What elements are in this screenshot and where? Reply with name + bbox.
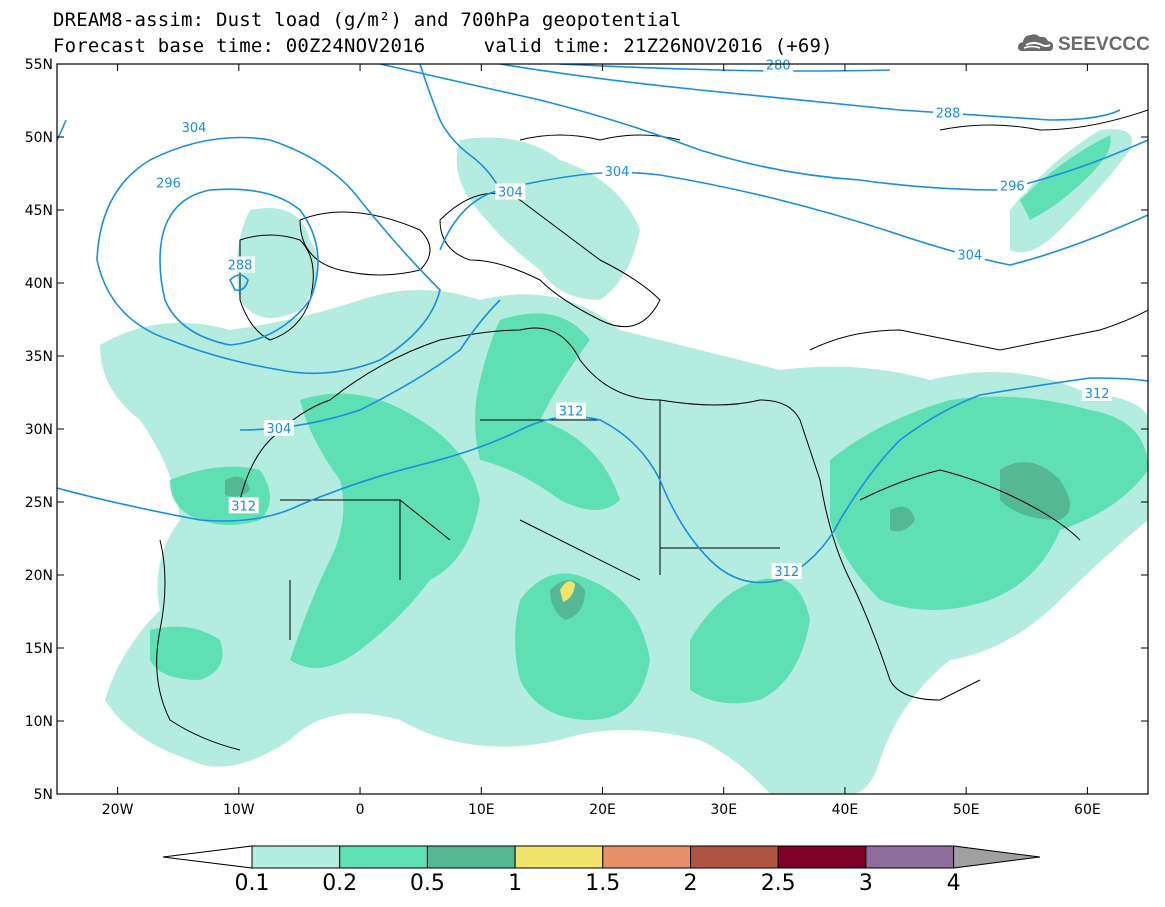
dust-region-mid-senegal — [150, 626, 223, 680]
contour-label-bg — [153, 174, 184, 191]
contour-label: 312 — [1085, 387, 1110, 402]
contour-label-bg — [225, 256, 256, 273]
contour-label-bg — [178, 119, 209, 136]
geopotential-labels: 304 296 288 304 304 280 288 296 304 312 304 312 312 3… — [153, 56, 1113, 580]
colorbar-level-label: 4 — [947, 871, 961, 896]
colorbar-level-label: 2.5 — [761, 871, 796, 896]
contour-label: 296 — [156, 177, 181, 192]
dust-region-mid-libya — [475, 313, 620, 510]
lon-label: 30E — [710, 802, 737, 818]
lon-label: 20E — [589, 802, 616, 818]
contour-288-north — [499, 64, 1121, 121]
lon-label: 10W — [223, 802, 255, 818]
colorbar-swatch — [426, 845, 516, 869]
lon-label: 10E — [468, 802, 495, 818]
contour-label-bg — [997, 177, 1028, 194]
colorbar-swatch — [514, 845, 604, 869]
colorbar-over-arrow — [953, 845, 1041, 869]
contour-label-bg — [263, 420, 294, 436]
colorbar-under-arrow — [162, 845, 253, 869]
dust-region-mid-sudan — [690, 578, 810, 704]
colorbar-swatch — [602, 845, 691, 869]
contour-label-bg — [555, 402, 586, 419]
lat-label: 10N — [25, 714, 53, 730]
lat-label: 20N — [25, 568, 53, 584]
map-title: DREAM8-assim: Dust load (g/m²) and 700hP… — [53, 9, 682, 31]
forecast-time-line: Forecast base time: 00Z24NOV2016 valid t… — [53, 35, 833, 57]
colorbar-swatch — [690, 845, 779, 869]
contour-288-small — [229, 274, 249, 292]
dust-region-high-gulf — [1000, 462, 1070, 520]
contour-304-west — [96, 136, 441, 375]
dust-region-mid-arabia — [830, 396, 1148, 610]
colorbar-level-label: 2 — [684, 871, 698, 896]
lon-label: 40E — [832, 802, 859, 818]
colorbar: 0.1 0.2 0.5 1 1.5 2 2.5 3 4 — [162, 845, 1041, 896]
colorbar-level-label: 0.1 — [235, 871, 270, 896]
lat-label: 25N — [25, 495, 53, 511]
contour-label-bg — [932, 104, 963, 121]
lat-label: 55N — [25, 57, 53, 73]
lat-label: 5N — [34, 787, 53, 803]
contour-label: 280 — [766, 58, 791, 73]
contour-296 — [159, 188, 319, 346]
lon-label: 60E — [1074, 802, 1101, 818]
contour-label-bg — [771, 563, 802, 580]
lon-label: 0 — [356, 802, 365, 818]
dust-region-low-north — [456, 137, 640, 300]
colorbar-level-label: 0.5 — [410, 871, 445, 896]
contour-label: 304 — [957, 248, 982, 263]
logo-text: SEEVCCC — [1058, 34, 1150, 55]
dust-region-peak — [560, 581, 575, 602]
lat-label: 40N — [25, 276, 53, 292]
axis-ticks — [57, 63, 1148, 795]
lon-label: 50E — [953, 802, 980, 818]
dust-region-mid-caspian — [1020, 135, 1111, 220]
cloud-icon — [1018, 34, 1054, 51]
contour-label-bg — [954, 246, 985, 263]
contour-label-bg — [1082, 384, 1113, 401]
colorbar-level-label: 0.2 — [322, 871, 357, 896]
dust-region-mid-chad — [515, 573, 650, 720]
contour-label: 312 — [774, 565, 799, 580]
lat-label: 35N — [25, 349, 53, 365]
contour-280 — [559, 64, 891, 72]
axis-labels: 55N 50N 45N 40N 35N 30N 25N 20N 15N 10N 5N 20W 10W 0 1… — [25, 57, 1101, 818]
contour-312 — [57, 377, 1148, 584]
contour-label: 304 — [182, 121, 207, 136]
colorbar-level-label: 3 — [859, 871, 873, 896]
contour-304-edge — [57, 119, 67, 141]
contour-label: 304 — [605, 165, 630, 180]
contour-label: 288 — [228, 258, 253, 273]
lat-label: 30N — [25, 422, 53, 438]
colorbar-level-label: 1.5 — [585, 871, 620, 896]
contour-label: 304 — [266, 422, 291, 437]
lon-label: 20W — [102, 802, 134, 818]
contour-label: 288 — [936, 107, 961, 122]
colorbar-swatch — [339, 845, 428, 869]
colorbar-swatch — [777, 845, 867, 869]
lat-label: 15N — [25, 641, 53, 657]
contour-label: 296 — [1000, 180, 1025, 195]
colorbar-swatch — [251, 845, 341, 869]
contour-label-bg — [495, 183, 526, 200]
lat-label: 45N — [25, 203, 53, 219]
colorbar-swatch — [865, 845, 955, 869]
dust-region-high-arabia — [890, 506, 915, 532]
contour-label: 304 — [498, 185, 523, 200]
contour-label-bg — [602, 163, 633, 180]
colorbar-level-label: 1 — [508, 871, 522, 896]
lat-label: 50N — [25, 130, 53, 146]
dust-region-high-chad — [550, 580, 585, 620]
dust-shading — [100, 129, 1148, 794]
contour-304-alps — [419, 64, 501, 191]
contour-label: 312 — [231, 499, 256, 514]
seevccc-logo: SEEVCCC — [1018, 34, 1150, 55]
contour-label-bg — [228, 497, 259, 514]
dust-region-high-mauritania — [225, 476, 250, 497]
contour-label: 312 — [559, 404, 584, 419]
coastlines — [156, 109, 1148, 751]
